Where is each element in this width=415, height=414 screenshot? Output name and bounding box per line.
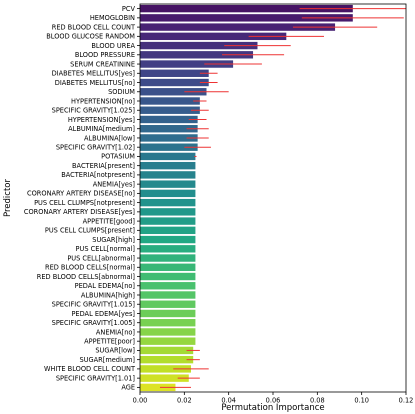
category-label-1: HEMOGLOBIN: [90, 14, 135, 22]
category-label-30: PEDAL EDEMA[no]: [75, 282, 135, 290]
bar-41: [140, 383, 176, 392]
bar-38: [140, 355, 194, 364]
x-tick-label-5: 0.10: [354, 397, 369, 405]
category-label-20: CORONARY ARTERY DISEASE[no]: [27, 190, 135, 198]
bar-11: [140, 106, 200, 114]
bar-33: [140, 309, 196, 318]
bar-30: [140, 282, 196, 290]
bar-28: [140, 263, 196, 271]
category-label-3: BLOOD GLUCOSE RANDOM: [46, 33, 135, 41]
bar-34: [140, 319, 196, 327]
bar-32: [140, 300, 196, 308]
x-tick-label-2: 0.04: [221, 397, 236, 405]
bar-14: [140, 134, 198, 142]
category-label-32: SPECIFIC GRAVITY[1.015]: [52, 301, 135, 309]
bar-16: [140, 152, 196, 161]
category-label-24: PUS CELL CLUMPS[present]: [45, 227, 135, 235]
category-label-28: RED BLOOD CELLS[normal]: [45, 264, 135, 272]
x-tick-label-0: 0.00: [133, 397, 148, 405]
category-label-15: SPECIFIC GRAVITY[1.02]: [56, 143, 135, 151]
category-label-16: POTASIUM: [101, 153, 135, 161]
category-label-8: DIABETES MELLITUS[no]: [55, 79, 135, 87]
x-tick-label-3: 0.06: [266, 397, 281, 405]
bar-24: [140, 226, 196, 235]
bar-20: [140, 189, 196, 198]
bar-9: [140, 88, 207, 96]
bar-4: [140, 41, 258, 50]
category-label-7: DIABETES MELLITUS[yes]: [52, 70, 135, 78]
bar-25: [140, 235, 196, 244]
bar-26: [140, 245, 196, 253]
bar-37: [140, 346, 194, 355]
bar-8: [140, 78, 209, 87]
category-label-27: PUS CELL[abnormal]: [67, 254, 135, 262]
category-label-9: SODIUM: [108, 88, 135, 96]
bar-7: [140, 69, 209, 77]
category-label-12: HYPERTENSION[yes]: [68, 116, 135, 124]
bar-5: [140, 51, 254, 59]
category-label-18: BACTERIA[notpresent]: [61, 171, 135, 179]
category-label-38: SUGAR[medium]: [80, 356, 135, 364]
bar-6: [140, 60, 234, 68]
y-axis-label: Predictor: [3, 179, 13, 217]
category-label-5: BLOOD PRESSURE: [75, 51, 135, 59]
category-label-11: SPECIFIC GRAVITY[1.025]: [52, 107, 135, 115]
category-label-31: ALBUMINA[high]: [81, 291, 135, 299]
x-tick-label-4: 0.08: [310, 397, 325, 405]
category-label-40: SPECIFIC GRAVITY[1.01]: [56, 374, 135, 382]
bar-2: [140, 23, 336, 31]
bar-1: [140, 14, 353, 22]
plot-frame: [139, 3, 407, 393]
bar-27: [140, 254, 196, 262]
category-label-34: SPECIFIC GRAVITY[1.005]: [52, 319, 135, 327]
category-label-25: SUGAR[high]: [92, 236, 135, 244]
category-label-14: ALBUMINA[low]: [84, 134, 135, 142]
category-label-41: AGE: [121, 384, 135, 392]
bar-12: [140, 115, 198, 124]
error-bars-group: [159, 8, 406, 388]
x-tick-label-1: 0.02: [177, 397, 192, 405]
category-label-36: APPETITE[poor]: [84, 337, 135, 345]
bar-0: [140, 4, 353, 13]
x-tick-label-6: 0.12: [399, 397, 414, 405]
category-label-0: PCV: [122, 5, 136, 13]
category-label-29: RED BLOOD CELLS[abnormal]: [37, 273, 135, 281]
category-label-4: BLOOD UREA: [91, 42, 135, 50]
bar-22: [140, 208, 196, 216]
category-label-39: WHITE BLOOD CELL COUNT: [44, 365, 136, 373]
bar-18: [140, 171, 196, 179]
bar-39: [140, 365, 191, 373]
category-label-37: SUGAR[low]: [95, 347, 135, 355]
bar-17: [140, 161, 196, 170]
category-label-10: HYPERTENSION[no]: [71, 97, 135, 105]
category-label-19: ANEMIA[yes]: [93, 180, 135, 188]
category-label-13: ALBUMINA[medium]: [68, 125, 135, 133]
bar-21: [140, 198, 196, 207]
bars-group: [140, 4, 353, 392]
category-label-26: PUS CELL[normal]: [76, 245, 135, 253]
bar-10: [140, 97, 200, 105]
bar-13: [140, 125, 198, 133]
x-ticks-group: 0.00 0.02 0.04 0.06 0.08 0.10 0.12: [133, 392, 414, 405]
category-label-33: PEDAL EDEMA[yes]: [71, 310, 135, 318]
x-axis-label: Permutation Importance: [221, 403, 324, 413]
bar-36: [140, 337, 196, 345]
bar-3: [140, 32, 287, 41]
bar-19: [140, 180, 196, 188]
bar-29: [140, 272, 196, 281]
bar-35: [140, 328, 196, 336]
category-label-23: APPETITE[good]: [83, 217, 135, 225]
category-label-6: SERUM CREATININE: [70, 60, 135, 68]
bar-23: [140, 217, 196, 225]
bar-15: [140, 143, 198, 151]
category-label-17: BACTERIA[present]: [72, 162, 135, 170]
bar-31: [140, 291, 196, 299]
category-label-22: CORONARY ARTERY DISEASE[yes]: [24, 208, 135, 216]
category-label-2: RED BLOOD CELL COUNT: [52, 23, 136, 31]
category-label-35: ANEMIA[no]: [96, 328, 135, 336]
bar-40: [140, 374, 189, 382]
category-label-21: PUS CELL CLUMPS[notpresent]: [34, 199, 135, 207]
